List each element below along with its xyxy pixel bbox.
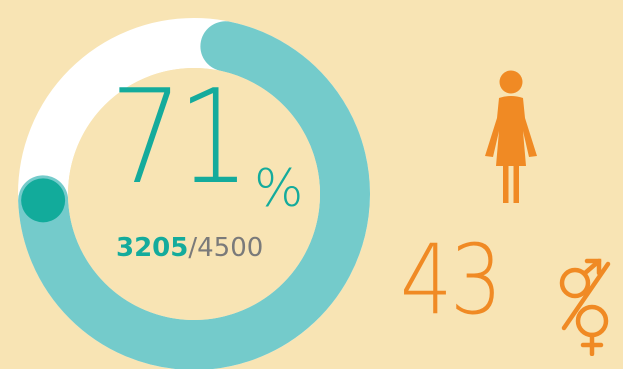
percent-symbol: % (254, 159, 304, 219)
gauge-inner-disc (68, 68, 320, 320)
count-total: /4500 (188, 233, 264, 263)
gauge-filled-arc (18, 21, 370, 369)
count-label: 3205/4500 (116, 235, 263, 261)
female-percent-value: 43 (400, 224, 502, 336)
percent-value: 71 (110, 61, 250, 213)
gauge-end-marker (21, 178, 66, 223)
gender-percent-icon (559, 258, 611, 356)
count-value: 3205 (116, 233, 189, 263)
female-figure-icon (485, 70, 537, 203)
